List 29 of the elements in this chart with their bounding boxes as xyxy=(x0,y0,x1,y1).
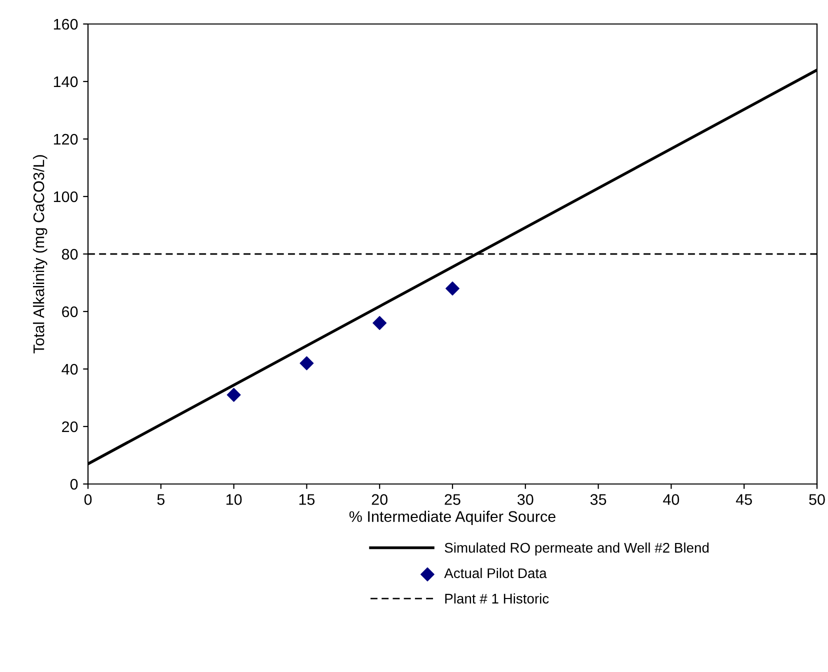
point xyxy=(300,356,314,370)
legend-label: Simulated RO permeate and Well #2 Blend xyxy=(444,542,709,556)
y-tick-label: 100 xyxy=(54,191,78,202)
x-tick-label: 15 xyxy=(299,494,315,505)
x-tick-label: 50 xyxy=(809,494,825,505)
x-axis-title: % Intermediate Aquifer Source xyxy=(349,510,556,525)
y-axis-title: Total Alkalinity (mg CaCO3/L) xyxy=(32,155,48,354)
point xyxy=(226,388,241,402)
x-tick-label: 40 xyxy=(663,494,680,505)
y-tick-label: 120 xyxy=(54,134,78,145)
x-tick-label: 5 xyxy=(157,494,165,505)
x-tick-label: 0 xyxy=(84,494,92,505)
y-tick-label: 140 xyxy=(54,76,78,88)
point xyxy=(445,281,460,296)
x-tick-label: 25 xyxy=(444,494,460,505)
legend-label: Actual Pilot Data xyxy=(444,568,547,578)
x-tick-label: 35 xyxy=(590,494,606,505)
y-tick-label: 80 xyxy=(62,248,78,260)
point xyxy=(372,316,387,330)
x-tick-label: 45 xyxy=(736,494,752,505)
legend-label: Plant # 1 Historic xyxy=(445,593,549,604)
y-tick-label: 160 xyxy=(54,18,78,30)
x-tick-label: 10 xyxy=(226,494,242,505)
y-tick-label: 0 xyxy=(70,478,78,490)
y-tick-label: 20 xyxy=(62,421,78,432)
y-tick-label: 60 xyxy=(62,306,78,318)
x-tick-label: 30 xyxy=(517,494,534,505)
x-tick-label: 20 xyxy=(372,494,388,505)
y-tick-label: 40 xyxy=(62,364,78,375)
